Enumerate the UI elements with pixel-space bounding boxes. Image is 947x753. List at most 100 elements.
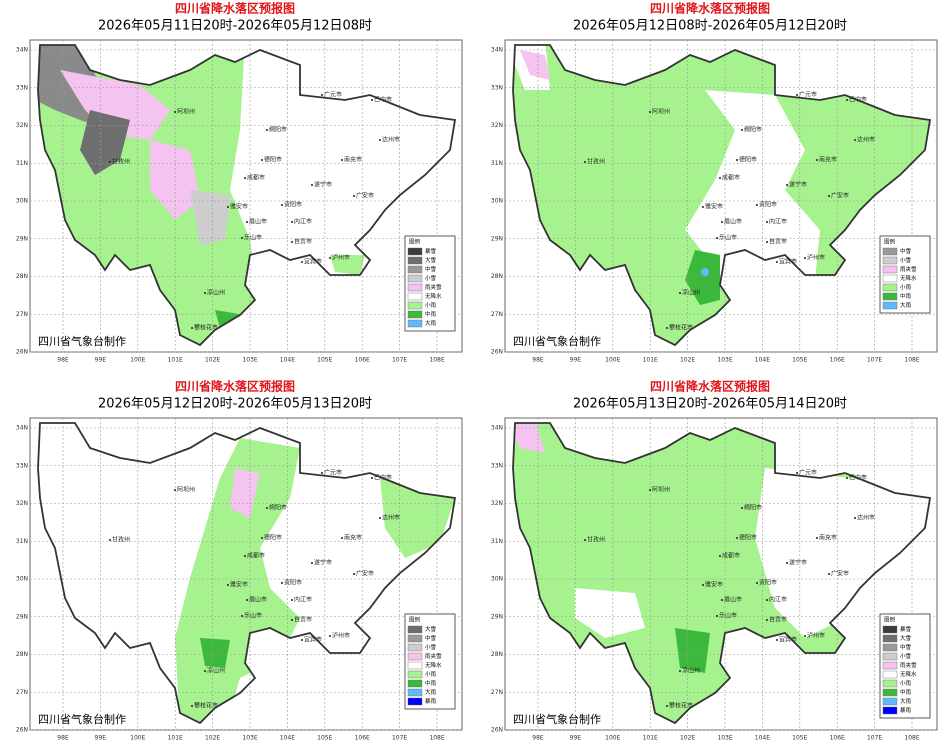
lat-label: 26N	[491, 727, 503, 734]
legend-swatch	[407, 634, 423, 643]
city-dot	[379, 139, 381, 141]
legend-label: 雨夹雪	[900, 661, 917, 669]
city-label: 攀枝花市	[194, 324, 218, 332]
city-dot	[353, 573, 355, 575]
city-label: 泸州市	[807, 632, 825, 640]
lon-label: 100E	[130, 357, 145, 364]
lat-label: 28N	[491, 651, 503, 658]
city-label: 巴中市	[849, 96, 867, 104]
city-dot	[227, 584, 229, 586]
legend-label: 无降水	[900, 274, 917, 282]
city-dot	[786, 562, 788, 564]
lon-label: 105E	[792, 357, 807, 364]
lon-label: 100E	[605, 735, 620, 742]
lon-label: 101E	[643, 357, 658, 364]
city-label: 甘孜州	[112, 158, 130, 166]
legend-label: 无降水	[425, 661, 442, 669]
legend-label: 大雨	[900, 301, 912, 309]
graticule	[30, 40, 462, 353]
legend-label: 中雨	[900, 292, 912, 300]
city-dot	[301, 639, 303, 641]
city-label: 甘孜州	[587, 158, 605, 166]
city-label: 阿坝州	[177, 108, 195, 116]
legend-swatch	[407, 274, 423, 283]
city-dot	[766, 241, 768, 243]
city-label: 广安市	[356, 192, 374, 200]
lat-label: 29N	[491, 613, 503, 620]
lat-label: 28N	[16, 651, 28, 658]
city-label: 遂宁市	[314, 559, 332, 567]
legend-swatch	[882, 247, 898, 256]
city-label: 内江市	[769, 596, 787, 604]
legend-label: 中雨	[425, 679, 437, 687]
legend-swatch	[882, 634, 898, 643]
lon-label: 100E	[130, 735, 145, 742]
legend-swatch	[882, 643, 898, 652]
legend-label: 无降水	[900, 670, 917, 678]
city-dot	[204, 670, 206, 672]
city-dot	[109, 161, 111, 163]
legend-swatch	[882, 283, 898, 292]
city-label: 泸州市	[807, 254, 825, 262]
graticule	[505, 40, 937, 353]
panel: 四川省降水落区预报图 2026年05月12日08时-2026年05月12日20时 3…	[491, 1, 938, 364]
city-dot	[204, 292, 206, 294]
map-subtitle: 2026年05月13日20时-2026年05月14日20时	[573, 397, 847, 412]
legend-swatch	[407, 292, 423, 301]
legend-swatch	[407, 652, 423, 661]
lon-label: 101E	[643, 735, 658, 742]
city-dot	[816, 537, 818, 539]
city-dot	[736, 159, 738, 161]
legend-label: 大雨	[900, 697, 912, 705]
legend-swatch	[407, 661, 423, 670]
legend-swatch	[407, 283, 423, 292]
city-dot	[291, 619, 293, 621]
city-label: 德阳市	[264, 534, 282, 542]
city-dot	[281, 204, 283, 206]
lat-label: 32N	[16, 500, 28, 507]
city-label: 成都市	[722, 552, 740, 560]
city-dot	[291, 599, 293, 601]
city-label: 成都市	[722, 174, 740, 182]
city-dot	[828, 195, 830, 197]
city-label: 阿坝州	[652, 108, 670, 116]
city-label: 德阳市	[739, 156, 757, 164]
credit: 四川省气象台制作	[513, 712, 601, 726]
city-dot	[329, 635, 331, 637]
legend-title: 图例	[884, 616, 896, 624]
lon-label: 102E	[680, 357, 695, 364]
legend-label: 小雪	[900, 256, 912, 264]
lon-label: 107E	[867, 735, 882, 742]
credit: 四川省气象台制作	[38, 712, 126, 726]
lat-label: 34N	[491, 425, 503, 432]
lat-label: 32N	[491, 122, 503, 129]
city-dot	[353, 195, 355, 197]
map-title: 四川省降水落区预报图	[650, 1, 770, 16]
legend-swatch	[882, 292, 898, 301]
lon-label: 102E	[205, 357, 220, 364]
lon-label: 106E	[355, 735, 370, 742]
lon-label: 98E	[532, 735, 544, 742]
lon-label: 101E	[168, 735, 183, 742]
city-dot	[846, 477, 848, 479]
city-dot	[804, 257, 806, 259]
lat-label: 26N	[16, 727, 28, 734]
legend-swatch	[882, 697, 898, 706]
legend-label: 暴雪	[425, 248, 437, 255]
city-dot	[241, 615, 243, 617]
city-label: 攀枝花市	[194, 702, 218, 710]
city-label: 乐山市	[719, 234, 737, 242]
city-label: 德阳市	[739, 534, 757, 542]
lat-label: 32N	[16, 122, 28, 129]
city-dot	[766, 599, 768, 601]
city-label: 雅安市	[705, 203, 723, 211]
lat-label: 34N	[491, 47, 503, 54]
city-label: 眉山市	[724, 218, 742, 226]
city-dot	[804, 635, 806, 637]
city-label: 阿坝州	[652, 486, 670, 494]
legend-label: 小雨	[900, 679, 912, 687]
city-label: 广安市	[356, 570, 374, 578]
city-label: 资阳市	[759, 201, 777, 209]
city-dot	[266, 507, 268, 509]
city-label: 宜宾市	[779, 258, 797, 266]
